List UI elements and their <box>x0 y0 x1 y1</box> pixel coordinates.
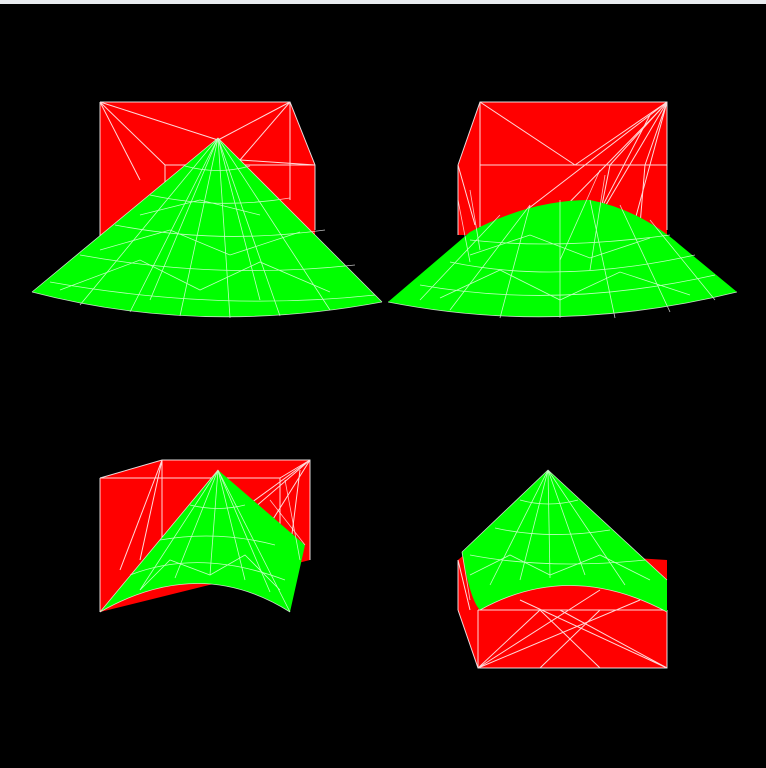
view-top-left[interactable] <box>31 101 383 319</box>
green-cone-mesh <box>31 137 383 319</box>
scene-canvas[interactable] <box>0 4 766 768</box>
green-cone-mesh <box>461 469 668 613</box>
green-cone-mesh <box>99 469 306 613</box>
view-bottom-left[interactable] <box>99 459 311 613</box>
red-box-mesh <box>457 101 668 235</box>
green-cone-mesh <box>387 169 738 319</box>
view-bottom-right[interactable] <box>457 469 668 669</box>
view-top-right[interactable] <box>387 101 738 319</box>
render-viewport[interactable] <box>0 4 766 768</box>
window-titlebar-strip <box>0 0 766 4</box>
